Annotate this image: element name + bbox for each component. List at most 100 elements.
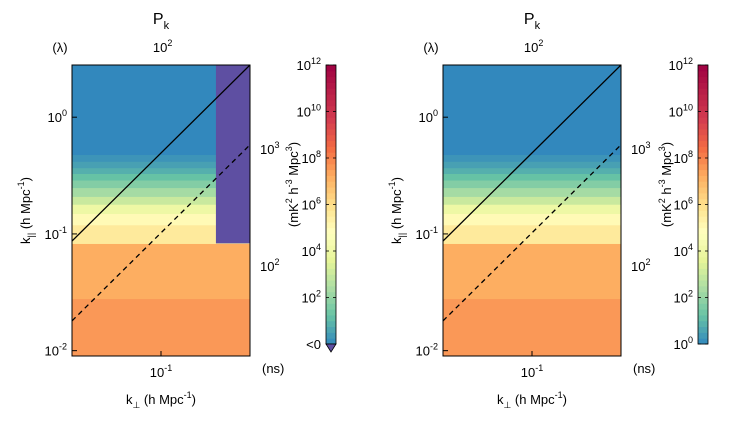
colorbar-segment — [326, 76, 336, 83]
horizon-line — [72, 65, 250, 242]
colorbar-segment — [698, 280, 708, 287]
colorbar-segment — [698, 233, 708, 240]
colorbar: 100 102 104 106 108 1010 1012 (mK2 h-3 Mpc3) — [657, 56, 709, 352]
x-axis-label: k⊥ (h Mpc-1) — [497, 390, 567, 410]
colorbar-segment — [326, 105, 336, 112]
colorbar-tick-label: 106 — [674, 196, 693, 213]
colorbar-tick-label: 1012 — [669, 56, 693, 73]
colorbar-segment — [698, 314, 708, 322]
y-tick-label: 100 — [48, 108, 67, 125]
y-axis-label: k|| (h Mpc-1) — [387, 177, 407, 244]
colorbar-segment — [326, 303, 336, 310]
colorbar-tick-label: 1010 — [297, 103, 321, 120]
top-tick-label: 102 — [524, 38, 543, 55]
heatmap-row — [443, 298, 621, 356]
colorbar-segment — [698, 140, 708, 147]
colorbar-segment — [326, 163, 336, 171]
heatmap-row — [443, 65, 621, 156]
colorbar-segment — [698, 152, 708, 159]
colorbar-segment — [326, 280, 336, 287]
colorbar-segment — [326, 158, 336, 165]
colorbar-segment — [698, 163, 708, 171]
buffer-line — [72, 144, 250, 322]
colorbar-segment — [326, 338, 336, 345]
colorbar-segment — [698, 117, 708, 124]
heatmap-row — [72, 213, 250, 226]
colorbar-segment — [326, 262, 336, 269]
colorbar-segment — [698, 216, 708, 223]
colorbar-segment — [326, 314, 336, 322]
colorbar-tick-label: 100 — [674, 335, 693, 352]
heatmap-row — [72, 179, 250, 189]
colorbar-segment — [698, 210, 708, 217]
colorbar-segment — [326, 70, 336, 78]
x-tick-label: 10-1 — [521, 363, 543, 380]
y-axis-label: k|| (h Mpc-1) — [16, 177, 36, 244]
heatmap-row — [443, 154, 621, 162]
colorbar-segment — [326, 82, 336, 89]
colorbar-segment — [698, 274, 708, 281]
chart-title: Pk — [153, 11, 170, 32]
heatmap-row — [72, 161, 250, 169]
heatmap-row — [72, 167, 250, 175]
colorbar-segment — [698, 123, 708, 130]
colorbar-segment — [698, 158, 708, 165]
heatmap-row — [72, 204, 250, 214]
heatmap-row — [443, 187, 621, 197]
colorbar-segment — [698, 169, 708, 176]
colorbar-segment — [326, 245, 336, 252]
right-tick-label: 102 — [631, 257, 650, 274]
colorbar-segment — [326, 221, 336, 229]
heatmap-row — [72, 243, 250, 300]
colorbar-extend-min — [325, 343, 337, 353]
chart-title: Pk — [524, 11, 541, 32]
colorbar-segment — [698, 111, 708, 118]
heatmap-row — [443, 167, 621, 175]
colorbar-segment — [326, 251, 336, 258]
colorbar-segment — [326, 309, 336, 316]
heatmap-row — [443, 173, 621, 181]
heatmap-row — [72, 154, 250, 162]
top-axis-label: (λ) — [423, 40, 438, 55]
colorbar-segment — [326, 332, 336, 339]
colorbar-segment — [326, 123, 336, 130]
colorbar-label: (mK2 h-3 Mpc3) — [284, 142, 301, 227]
colorbar-segment — [326, 274, 336, 281]
colorbar-segment — [326, 326, 336, 333]
colorbar-segment — [698, 291, 708, 298]
colorbar-segment — [326, 216, 336, 223]
colorbar-segment — [326, 140, 336, 147]
colorbar-segment — [326, 291, 336, 298]
colorbar-tick-label: 106 — [302, 196, 321, 213]
colorbar-segment — [326, 111, 336, 118]
panel-1: 10-1 100 10-1 10-2 (λ) 102 (ns) 103 102 Pk k⊥ (h M… — [16, 11, 337, 410]
colorbar-segment — [698, 187, 708, 194]
heatmap-row — [443, 179, 621, 189]
colorbar-segment — [698, 338, 708, 345]
colorbar-tick-label: 1012 — [297, 56, 321, 73]
colorbar-segment — [326, 233, 336, 240]
colorbar-segment — [698, 94, 708, 101]
colorbar-segment — [698, 268, 708, 275]
x-tick-label: 10-1 — [150, 363, 172, 380]
y-tick-label: 10-1 — [416, 225, 438, 242]
y-tick-label: 10-1 — [45, 225, 67, 242]
heatmap-row — [443, 204, 621, 214]
colorbar-segment — [698, 285, 708, 293]
right-axis-label: (ns) — [262, 361, 284, 376]
colorbar-segment — [326, 297, 336, 304]
colorbar-segment — [698, 221, 708, 229]
colorbar: <0 102 104 106 108 1010 1012 (mK2 h-3 Mpc3) — [284, 56, 337, 353]
colorbar-segment — [326, 256, 336, 264]
colorbar-segment — [326, 134, 336, 142]
colorbar-segment — [326, 198, 336, 205]
colorbar-segment — [698, 82, 708, 89]
colorbar-segment — [698, 76, 708, 83]
colorbar-segment — [698, 204, 708, 211]
heatmap-row — [72, 173, 250, 181]
horizon-line — [443, 65, 621, 242]
top-tick-label: 102 — [153, 38, 172, 55]
colorbar-segment — [698, 262, 708, 269]
heatmap-row — [72, 298, 250, 356]
